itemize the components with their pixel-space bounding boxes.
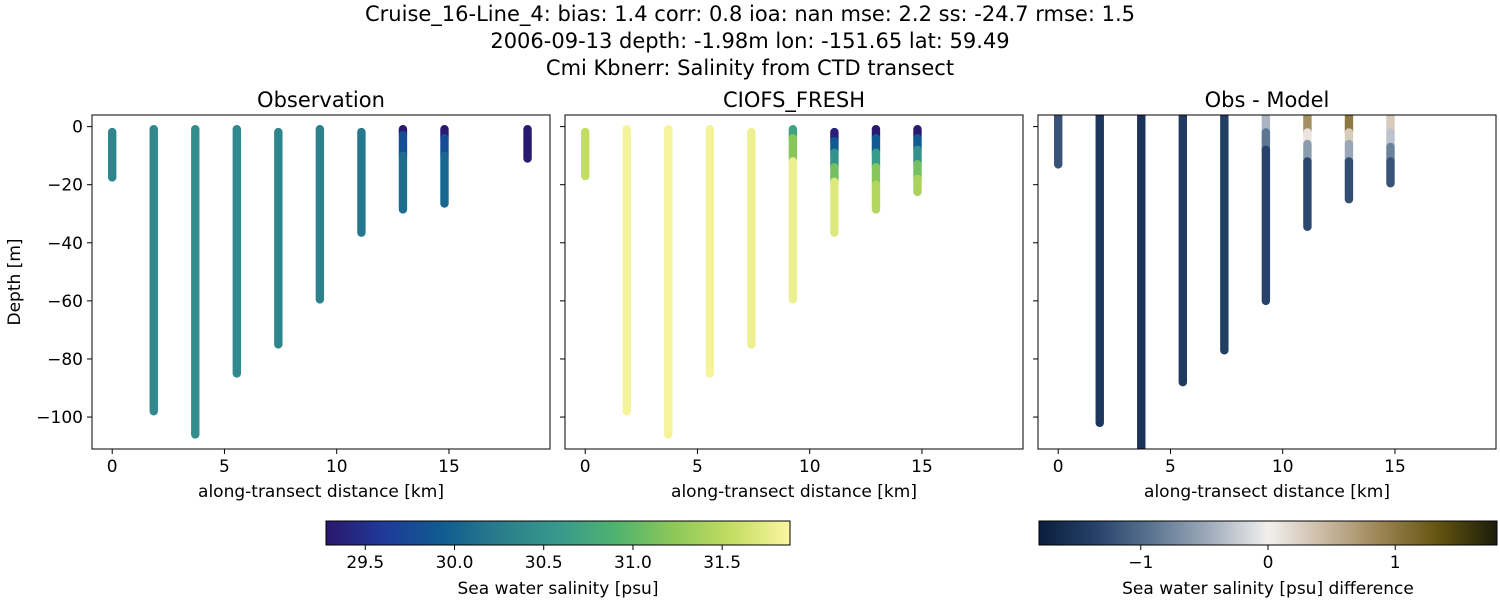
colorbar-1-tick-label: 31.0 xyxy=(614,553,652,573)
panel-2-frame xyxy=(564,114,1024,450)
colorbar-1-tick-label: 31.5 xyxy=(703,553,741,573)
colorbar-1-tick-label: 29.5 xyxy=(346,553,384,573)
panel-3-xtick-label: 0 xyxy=(1053,457,1064,477)
panel-3-xlabel: along-transect distance [km] xyxy=(1144,482,1390,502)
colorbar-2-tick-label: −1 xyxy=(1128,553,1153,573)
panel-1-ylabel: Depth [m] xyxy=(5,238,25,325)
panel-3-frame xyxy=(1037,114,1497,450)
panel-2-xtick-label: 5 xyxy=(692,457,703,477)
panel-1-xtick-label: 5 xyxy=(219,457,230,477)
panel-1-marks xyxy=(108,125,532,439)
panel-3-title: Obs - Model xyxy=(1205,88,1330,112)
panel-2-xlabel: along-transect distance [km] xyxy=(671,482,917,502)
panel-1-ytick-label: −100 xyxy=(36,408,83,428)
panel-2-title: CIOFS_FRESH xyxy=(723,88,865,113)
panel-1-title: Observation xyxy=(257,88,385,112)
figure-title-line-2: 2006-09-13 depth: -1.98m lon: -151.65 la… xyxy=(490,29,1010,53)
panel-1-xtick-label: 0 xyxy=(107,457,118,477)
panel-1-xtick-label: 10 xyxy=(326,457,348,477)
colorbar-2-label: Sea water salinity [psu] difference xyxy=(1122,579,1414,599)
panel-1-ytick-label: −40 xyxy=(47,234,83,254)
figure-title-line-3: Cmi Kbnerr: Salinity from CTD transect xyxy=(545,56,955,80)
colorbar-2-tick-label: 0 xyxy=(1263,553,1274,573)
panel-1-xtick-label: 15 xyxy=(438,457,460,477)
figure-title-line-1: Cruise_16-Line_4: bias: 1.4 corr: 0.8 io… xyxy=(365,2,1135,26)
colorbar-2 xyxy=(1038,520,1498,546)
panel-3-marks xyxy=(1054,115,1395,449)
colorbar-2-tick-label: 1 xyxy=(1390,553,1401,573)
panel-1-ytick-label: −60 xyxy=(47,292,83,312)
panel-1-ytick-label: −80 xyxy=(47,350,83,370)
panel-1-ytick-label: 0 xyxy=(72,118,83,138)
panel-3-xtick-label: 5 xyxy=(1165,457,1176,477)
panel-2-xtick-label: 15 xyxy=(911,457,933,477)
panel-2-xtick-label: 10 xyxy=(799,457,821,477)
panel-1-xlabel: along-transect distance [km] xyxy=(198,482,444,502)
panel-1-ytick-label: −20 xyxy=(47,176,83,196)
panel-2-marks xyxy=(581,125,922,439)
panel-2-xtick-label: 0 xyxy=(580,457,591,477)
colorbar-1 xyxy=(325,520,791,546)
colorbar-1-tick-label: 30.0 xyxy=(436,553,474,573)
panel-1-frame xyxy=(91,114,551,450)
panel-3-xtick-label: 10 xyxy=(1272,457,1294,477)
colorbar-1-tick-label: 30.5 xyxy=(525,553,563,573)
panel-3-xtick-label: 15 xyxy=(1384,457,1406,477)
colorbar-1-label: Sea water salinity [psu] xyxy=(458,579,659,599)
